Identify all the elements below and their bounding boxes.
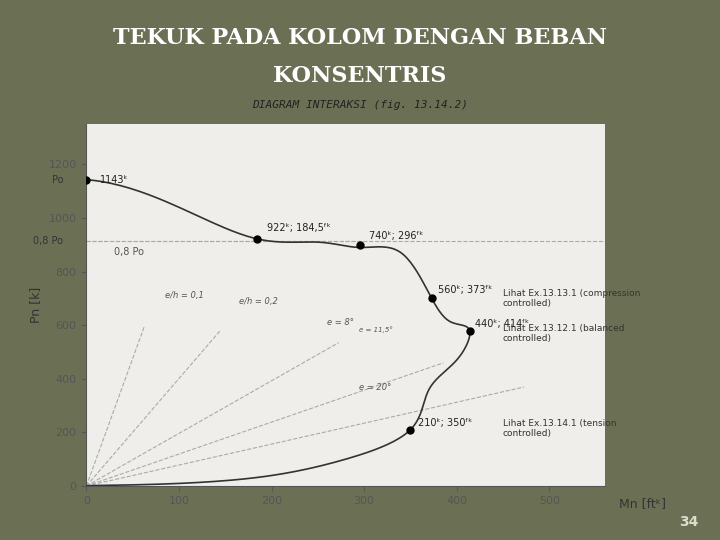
Text: 34: 34 [679,515,698,529]
Y-axis label: Pn [k]: Pn [k] [29,287,42,323]
Text: e = 11,5°: e = 11,5° [359,326,393,333]
Text: 922ᵏ; 184,5ᶠᵏ: 922ᵏ; 184,5ᶠᵏ [267,224,330,233]
Text: DIAGRAM INTERAKSI (fig. 13.14.2): DIAGRAM INTERAKSI (fig. 13.14.2) [252,100,468,110]
Text: Po: Po [52,174,63,185]
Text: e/h = 0,2: e/h = 0,2 [239,297,278,306]
Text: Mn [ftᵏ]: Mn [ftᵏ] [618,497,666,510]
Text: Lihat Ex.13.14.1 (tension
controlled): Lihat Ex.13.14.1 (tension controlled) [503,418,616,438]
Text: e = 8°: e = 8° [327,318,354,327]
Text: 560ᵏ; 373ᶠᵏ: 560ᵏ; 373ᶠᵏ [438,285,492,295]
Text: 740ᵏ; 296ᶠᵏ: 740ᵏ; 296ᶠᵏ [369,232,423,241]
Text: KONSENTRIS: KONSENTRIS [274,65,446,86]
Text: Lihat Ex.13.13.1 (compression
controlled): Lihat Ex.13.13.1 (compression controlled… [503,289,640,308]
Text: e = 20°: e = 20° [359,382,392,392]
Text: e/h = 0,1: e/h = 0,1 [165,292,204,300]
Text: Lihat Ex.13.12.1 (balanced
controlled): Lihat Ex.13.12.1 (balanced controlled) [503,323,624,343]
Text: 0,8 Po: 0,8 Po [114,247,144,256]
Text: TEKUK PADA KOLOM DENGAN BEBAN: TEKUK PADA KOLOM DENGAN BEBAN [113,27,607,49]
Text: 210ᵏ; 350ᶠᵏ: 210ᵏ; 350ᶠᵏ [418,418,472,428]
Text: 440ᵏ; 414ᶠᵏ: 440ᵏ; 414ᶠᵏ [475,319,529,328]
Text: 1143ᵏ: 1143ᵏ [100,174,129,185]
Text: 0,8 Po: 0,8 Po [33,236,63,246]
